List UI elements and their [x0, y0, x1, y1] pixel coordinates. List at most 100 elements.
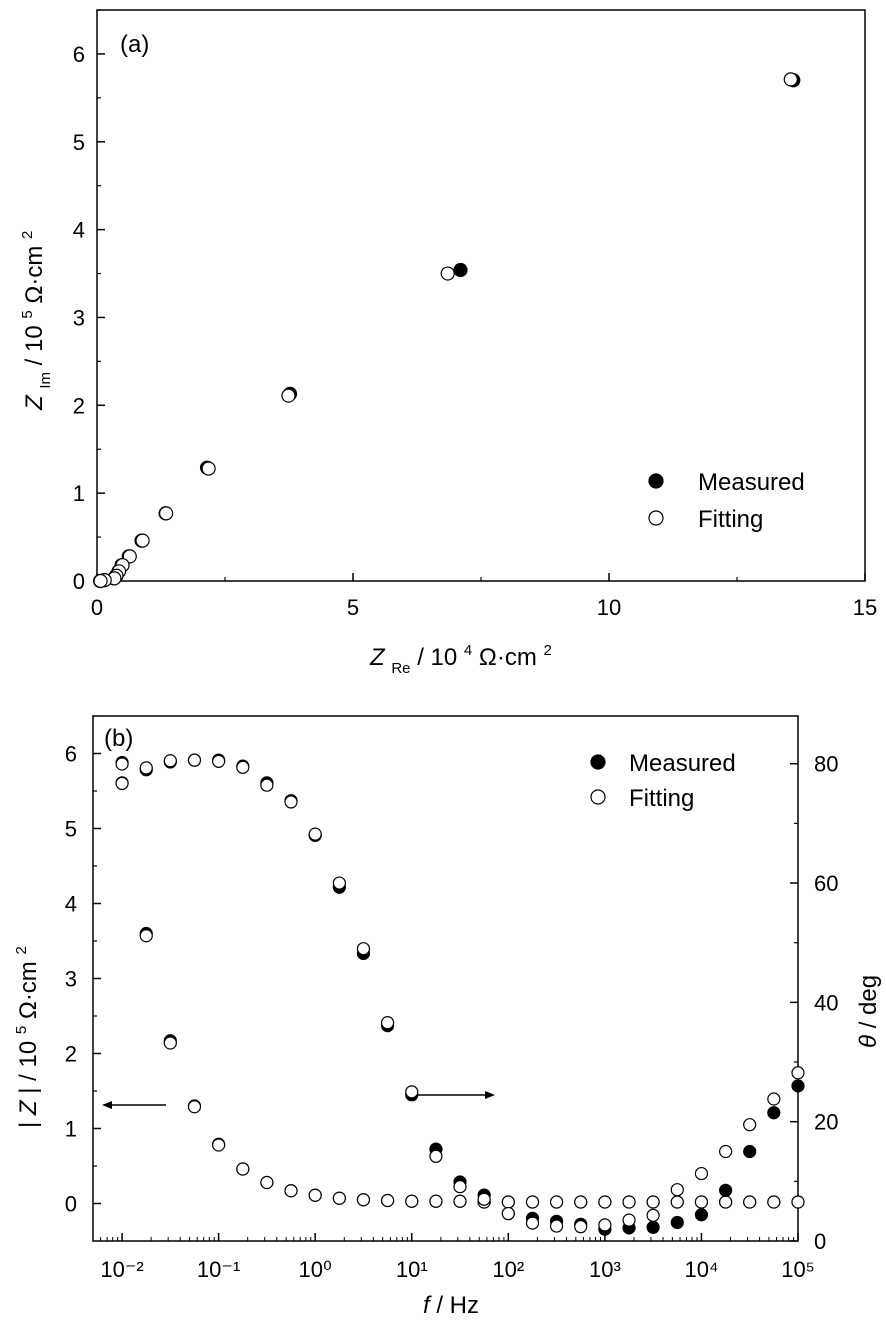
fitting-modulus-point [646, 1195, 660, 1209]
panel-b-x-title-f: f [423, 1292, 432, 1319]
fitting-modulus-point [260, 1175, 274, 1190]
fitting-phase-point [284, 795, 298, 809]
fitting-modulus-point [694, 1195, 709, 1209]
fitting-phase-point [429, 1149, 443, 1163]
panel-b-right-tick-label: 80 [814, 752, 838, 777]
fitting-phase-point [646, 1208, 660, 1222]
fitting-modulus-point [332, 1191, 346, 1205]
arrow-to-left-axis [102, 1101, 166, 1109]
fitting-modulus-point [284, 1184, 298, 1198]
panel-b-right-axis: 0 20 40 60 80 [790, 752, 838, 1254]
fitting-phase-point [356, 942, 371, 956]
fitting-modulus-point [405, 1194, 419, 1208]
fitting-phase-point [139, 761, 153, 775]
fitting-modulus-point [743, 1195, 757, 1209]
panel-a-legend-measured: Measured [698, 469, 805, 496]
fitting-phase-point [187, 753, 202, 767]
panel-b-left-tick-label: 1 [65, 1117, 77, 1142]
panel-b-left-title-rest: | / 10 [15, 1041, 42, 1094]
measured-phase-point [646, 1220, 660, 1234]
panel-b-x-tick-label: 10⁵ [781, 1257, 815, 1282]
fitting-point [783, 72, 798, 87]
panel-b-x-tick-label: 10¹ [396, 1257, 428, 1282]
panel-b-x-tick-label: 10⁻¹ [197, 1257, 240, 1282]
panel-b: (b) 10⁻² 10⁻¹ 10⁰ 10¹ 10² 10³ 10⁴ 10⁵ 0 1 2 3 4 5 6 0… [13, 715, 882, 1319]
fitting-phase-point [115, 776, 129, 791]
panel-b-left-title-pre: | [15, 1122, 42, 1128]
panel-b-x-tick-label: 10² [492, 1257, 524, 1282]
fitting-phase-point [332, 876, 346, 890]
panel-a-y-title-sub: Im [37, 372, 54, 389]
panel-b-right-tick-label: 40 [814, 990, 838, 1015]
fitting-phase-point [163, 754, 177, 768]
fitting-modulus-point [598, 1195, 612, 1209]
fitting-phase-point [477, 1192, 491, 1206]
fitting-modulus-point [719, 1195, 733, 1209]
panel-b-x-title: f / Hz [423, 1292, 479, 1319]
panel-a-y-tick-label: 6 [73, 42, 85, 67]
fitting-phase-point [501, 1206, 515, 1221]
fitting-modulus-point [115, 757, 129, 771]
panel-b-x-title-unit: / Hz [436, 1292, 479, 1319]
panel-a-y-title-main: Z [21, 394, 48, 411]
panel-b-left-tick-label: 6 [65, 742, 77, 767]
fitting-modulus-point [670, 1195, 684, 1209]
panel-a-y-tick-label: 4 [73, 218, 85, 243]
measured-phase-point [767, 1106, 781, 1120]
fitting-modulus-point [429, 1194, 443, 1208]
fitting-phase-point [380, 1016, 395, 1030]
fitting-modulus-point [574, 1195, 588, 1209]
panel-b-points [115, 753, 805, 1236]
panel-b-legend-fitting-marker [590, 789, 606, 805]
fitting-phase-point [212, 754, 226, 768]
fitting-modulus-point [380, 1193, 395, 1208]
fitting-modulus-point [453, 1194, 467, 1208]
panel-a-x-title-unit: / 10 [417, 644, 457, 671]
panel-b-left-tick-label: 5 [65, 817, 77, 842]
panel-b-right-title-unit: / deg [855, 975, 882, 1028]
fitting-modulus-point [212, 1138, 226, 1152]
panel-a-y-tick-label: 2 [73, 393, 85, 418]
panel-b-x-axis: 10⁻² 10⁻¹ 10⁰ 10¹ 10² 10³ 10⁴ 10⁵ [92, 1233, 815, 1282]
fitting-modulus-point [308, 1188, 322, 1202]
panel-b-legend-measured-marker [590, 754, 606, 770]
panel-a-y-title-tail-exp: 2 [19, 231, 36, 239]
measured-phase-point [719, 1183, 733, 1197]
arrow-to-right-axis [417, 1091, 495, 1099]
fitting-point [135, 533, 150, 548]
fitting-point [159, 506, 174, 521]
panel-a-x-tick-label: 15 [853, 595, 877, 620]
fitting-phase-point [743, 1118, 757, 1132]
panel-a-y-tick-label: 0 [73, 569, 85, 594]
fitting-phase-point [719, 1144, 733, 1159]
fitting-phase-point [694, 1166, 709, 1181]
panel-a-y-title: Z Im / 10 5 Ω·cm 2 [11, 231, 56, 411]
fitting-modulus-point [791, 1195, 805, 1209]
panel-a-y-title-unit: / 10 [21, 325, 48, 365]
panel-b-x-tick-label: 10⁻² [100, 1257, 143, 1282]
panel-b-right-tick-label: 20 [814, 1110, 838, 1135]
panel-a-legend: Measured Fitting [648, 469, 805, 533]
fitting-point [440, 266, 455, 281]
panel-b-right-tick-label: 60 [814, 871, 838, 896]
panel-a-label: (a) [120, 31, 149, 58]
fitting-phase-point [453, 1180, 467, 1194]
fitting-phase-point [525, 1216, 540, 1230]
measured-point [453, 262, 468, 278]
panel-a-legend-fitting: Fitting [698, 506, 763, 533]
fitting-phase-point [236, 760, 250, 774]
panel-b-right-title-theta: θ [855, 1035, 882, 1048]
panel-a-x-tick-label: 10 [597, 595, 621, 620]
panel-a-y-title-tail: Ω·cm [21, 246, 48, 304]
panel-b-left-title-z: Z [15, 1099, 42, 1116]
panel-a-x-tick-label: 0 [91, 595, 103, 620]
panel-a: (a) 0 5 10 15 0 1 2 3 4 5 6 Z Re / 10 4 Ω·cm 2 Z … [11, 9, 877, 677]
fitting-phase-point [574, 1220, 588, 1234]
panel-b-left-title-tail-exp: 2 [13, 946, 30, 954]
panel-a-x-title-tail: Ω·cm [479, 644, 537, 671]
fitting-modulus-point [549, 1195, 564, 1209]
panel-b-left-tick-label: 2 [65, 1042, 77, 1067]
fitting-point [281, 388, 296, 403]
panel-b-label: (b) [104, 725, 133, 752]
panel-b-x-tick-label: 10⁰ [299, 1257, 332, 1282]
